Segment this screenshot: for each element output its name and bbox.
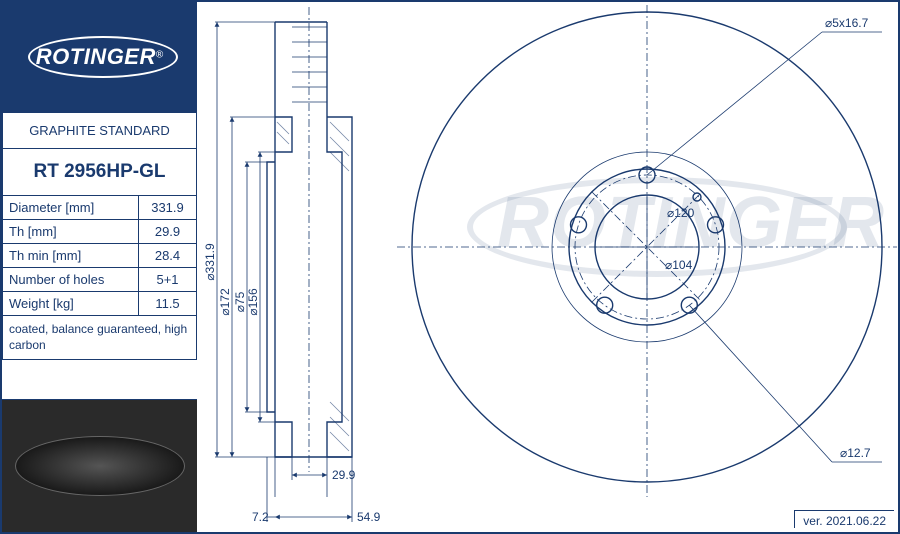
- technical-drawing: ROTINGER: [197, 2, 900, 532]
- svg-text:⌀75: ⌀75: [233, 291, 247, 312]
- spec-label: Weight [kg]: [3, 292, 139, 316]
- part-number: RT 2956HP-GL: [3, 149, 197, 196]
- section-view: ⌀331.9 ⌀172 ⌀75 ⌀156 7.2 29.9 54.9: [203, 7, 381, 524]
- spec-value: 11.5: [139, 292, 197, 316]
- spec-value: 331.9: [139, 196, 197, 220]
- svg-text:7.2: 7.2: [252, 510, 269, 524]
- svg-text:29.9: 29.9: [332, 468, 356, 482]
- spec-label: Number of holes: [3, 268, 139, 292]
- spec-value: 5+1: [139, 268, 197, 292]
- spec-label: Th min [mm]: [3, 244, 139, 268]
- version-label: ver. 2021.06.22: [794, 510, 894, 528]
- brand-logo: ROTINGER®: [2, 2, 197, 112]
- svg-text:⌀156: ⌀156: [246, 288, 260, 316]
- svg-text:⌀120: ⌀120: [667, 206, 695, 220]
- svg-text:⌀172: ⌀172: [218, 288, 232, 316]
- svg-text:⌀12.7: ⌀12.7: [840, 446, 871, 460]
- svg-text:⌀104: ⌀104: [665, 258, 693, 272]
- svg-text:⌀5x16.7: ⌀5x16.7: [825, 16, 869, 30]
- spec-panel: ROTINGER® GRAPHITE STANDARD RT 2956HP-GL…: [2, 2, 197, 532]
- product-photo: [2, 399, 197, 532]
- spec-value: 28.4: [139, 244, 197, 268]
- spec-label: Diameter [mm]: [3, 196, 139, 220]
- front-view: ⌀120 ⌀104 ⌀5x16.7 ⌀12.7: [397, 5, 897, 497]
- standard-label: GRAPHITE STANDARD: [3, 113, 197, 149]
- spec-label: Th [mm]: [3, 220, 139, 244]
- spec-value: 29.9: [139, 220, 197, 244]
- spec-note: coated, balance guaranteed, high carbon: [3, 316, 197, 360]
- spec-table: GRAPHITE STANDARD RT 2956HP-GL Diameter …: [2, 112, 197, 360]
- svg-text:54.9: 54.9: [357, 510, 381, 524]
- svg-text:⌀331.9: ⌀331.9: [203, 243, 217, 281]
